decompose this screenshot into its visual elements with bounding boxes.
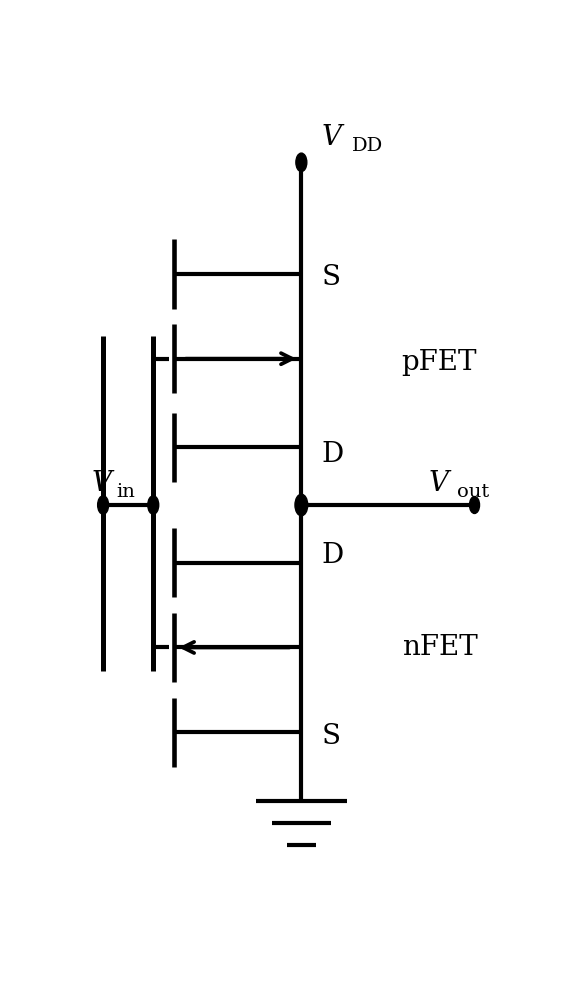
Text: pFET: pFET xyxy=(402,349,477,376)
Text: V: V xyxy=(92,470,112,497)
Circle shape xyxy=(295,494,308,516)
Circle shape xyxy=(148,496,159,514)
Text: DD: DD xyxy=(352,137,383,155)
Text: V: V xyxy=(429,470,449,497)
Text: S: S xyxy=(322,722,341,750)
Text: D: D xyxy=(322,542,344,569)
Text: S: S xyxy=(322,264,341,291)
Text: D: D xyxy=(322,441,344,468)
Text: in: in xyxy=(117,483,136,501)
Text: nFET: nFET xyxy=(402,634,477,661)
Text: V: V xyxy=(322,124,342,151)
Circle shape xyxy=(98,496,109,514)
Text: out: out xyxy=(457,483,489,501)
Circle shape xyxy=(296,153,307,172)
Circle shape xyxy=(469,497,480,513)
